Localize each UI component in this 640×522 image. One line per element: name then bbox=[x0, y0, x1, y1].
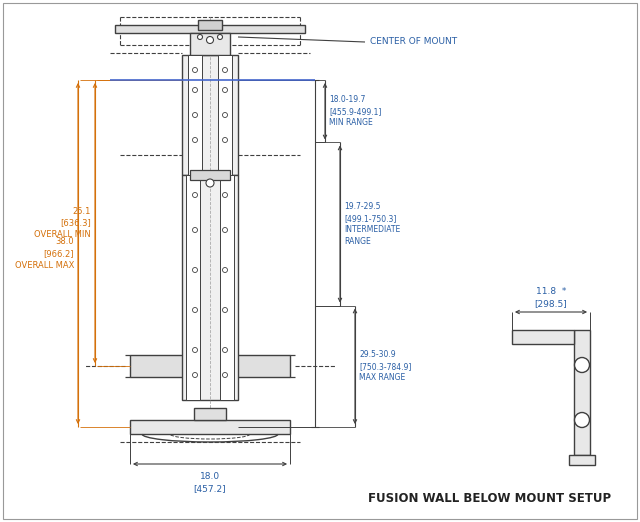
Circle shape bbox=[193, 67, 198, 73]
Bar bbox=[188, 55, 202, 175]
Circle shape bbox=[223, 113, 227, 117]
Circle shape bbox=[193, 88, 198, 92]
Text: 25.1
[636.3]
OVERALL MIN: 25.1 [636.3] OVERALL MIN bbox=[35, 207, 91, 239]
Circle shape bbox=[575, 412, 589, 428]
Text: 18.0-19.7
[455.9-499.1]
MIN RANGE: 18.0-19.7 [455.9-499.1] MIN RANGE bbox=[329, 96, 381, 127]
Circle shape bbox=[193, 113, 198, 117]
Circle shape bbox=[193, 267, 198, 272]
Bar bbox=[130, 355, 290, 377]
Bar bbox=[182, 55, 238, 175]
Circle shape bbox=[223, 193, 227, 197]
Text: FUSION WALL BELOW MOUNT SETUP: FUSION WALL BELOW MOUNT SETUP bbox=[369, 492, 612, 504]
Text: 18.0
[457.2]: 18.0 [457.2] bbox=[194, 472, 227, 493]
Text: 19.7-29.5
[499.1-750.3]
INTERMEDIATE
RANGE: 19.7-29.5 [499.1-750.3] INTERMEDIATE RAN… bbox=[344, 203, 400, 246]
Text: CENTER OF MOUNT: CENTER OF MOUNT bbox=[370, 38, 457, 46]
Bar bbox=[574, 330, 590, 455]
Circle shape bbox=[198, 34, 202, 40]
Bar bbox=[190, 33, 230, 55]
Bar bbox=[190, 170, 230, 180]
Text: 38.0
[966.2]
OVERALL MAX: 38.0 [966.2] OVERALL MAX bbox=[15, 237, 74, 270]
Circle shape bbox=[223, 88, 227, 92]
Circle shape bbox=[193, 348, 198, 352]
Circle shape bbox=[218, 34, 223, 40]
Circle shape bbox=[193, 307, 198, 313]
Bar bbox=[220, 175, 234, 400]
Bar bbox=[182, 175, 238, 400]
Circle shape bbox=[223, 307, 227, 313]
Bar bbox=[194, 408, 226, 420]
Circle shape bbox=[207, 37, 214, 43]
Circle shape bbox=[223, 348, 227, 352]
Circle shape bbox=[223, 228, 227, 232]
Bar bbox=[115, 25, 305, 33]
Circle shape bbox=[223, 137, 227, 143]
Circle shape bbox=[223, 373, 227, 377]
Circle shape bbox=[193, 373, 198, 377]
Bar bbox=[198, 20, 222, 30]
Circle shape bbox=[193, 137, 198, 143]
Circle shape bbox=[223, 67, 227, 73]
Text: 11.8  *
[298.5]: 11.8 * [298.5] bbox=[534, 287, 568, 308]
Bar bbox=[512, 330, 574, 344]
Bar bbox=[186, 175, 200, 400]
Text: 29.5-30.9
[750.3-784.9]
MAX RANGE: 29.5-30.9 [750.3-784.9] MAX RANGE bbox=[359, 350, 412, 382]
Bar bbox=[218, 55, 232, 175]
Circle shape bbox=[575, 358, 589, 373]
Circle shape bbox=[193, 228, 198, 232]
Bar bbox=[130, 420, 290, 434]
Bar bbox=[569, 455, 595, 465]
Circle shape bbox=[223, 267, 227, 272]
Circle shape bbox=[206, 179, 214, 187]
Circle shape bbox=[193, 193, 198, 197]
